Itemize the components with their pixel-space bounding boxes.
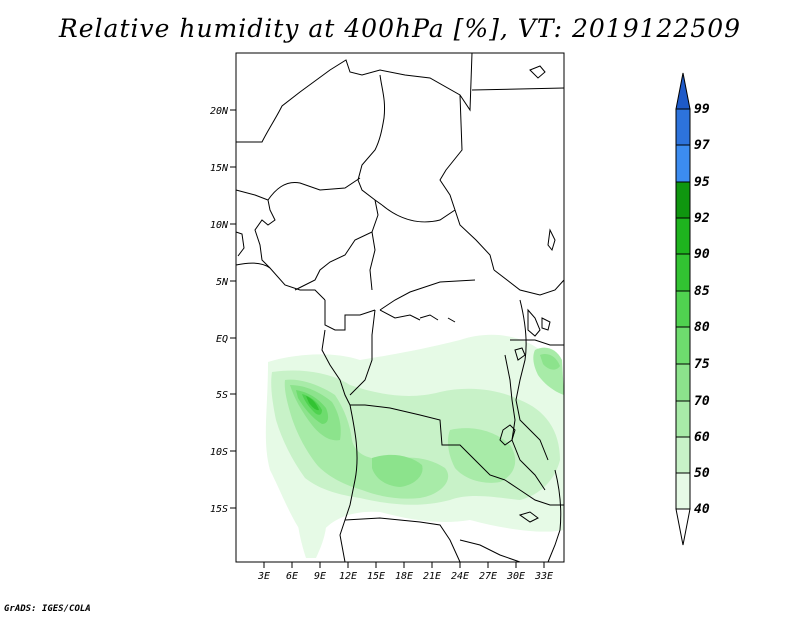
- colorbar-swatch-40: [675, 472, 691, 510]
- lon-label-9e: 9E: [314, 571, 326, 582]
- colorbar-swatch-97: [675, 108, 691, 146]
- colorbar-label-80: 80: [694, 320, 710, 335]
- colorbar-label-99: 99: [694, 102, 710, 117]
- lon-label-18e: 18E: [395, 571, 413, 582]
- humidity-shading: [265, 334, 564, 558]
- longitude-axis: 3E 6E 9E 12E 15E 18E 21E 24E 27E 30E 33E: [257, 562, 553, 582]
- lat-label-eq: EQ: [216, 334, 228, 345]
- lat-label-10n: 10N: [210, 220, 229, 231]
- colorbar-upper-triangle: [675, 72, 691, 110]
- colorbar-swatch-95: [675, 144, 691, 183]
- colorbar-swatch-92: [675, 181, 691, 219]
- lat-label-10s: 10S: [210, 447, 228, 458]
- colorbar-swatch-90: [675, 217, 691, 255]
- colorbar-label-85: 85: [694, 284, 710, 299]
- colorbar-label-92: 92: [694, 211, 710, 226]
- lon-label-21e: 21E: [423, 571, 441, 582]
- lat-label-20n: 20N: [210, 106, 229, 117]
- colorbar-swatch-50: [675, 436, 691, 474]
- colorbar-label-75: 75: [694, 357, 710, 372]
- colorbar-label-40: 40: [694, 502, 710, 517]
- lon-label-27e: 27E: [479, 571, 497, 582]
- colorbar-label-50: 50: [694, 466, 710, 481]
- lon-label-15e: 15E: [367, 571, 385, 582]
- colorbar-swatch-75: [675, 326, 691, 365]
- lat-label-5s: 5S: [216, 390, 228, 401]
- colorbar-label-60: 60: [694, 430, 710, 445]
- lon-label-24e: 24E: [451, 571, 469, 582]
- colorbar-label-95: 95: [694, 175, 710, 190]
- latitude-axis: 20N 15N 10N 5N EQ 5S 10S 15S: [210, 106, 236, 515]
- lon-label-3e: 3E: [257, 571, 270, 582]
- lon-label-30e: 30E: [506, 571, 525, 582]
- colorbar-swatch-70: [675, 363, 691, 402]
- colorbar-label-90: 90: [694, 247, 710, 262]
- colorbar: 40 50 60 70 75 80 85 90 92 95 97 99: [675, 72, 710, 546]
- lon-label-33e: 33E: [534, 571, 553, 582]
- map-frame: [235, 52, 565, 563]
- grads-credit: GrADS: IGES/COLA: [4, 604, 91, 614]
- lon-label-12e: 12E: [339, 571, 357, 582]
- lat-label-15s: 15S: [210, 504, 228, 515]
- colorbar-label-97: 97: [694, 138, 710, 153]
- colorbar-swatch-85: [675, 253, 691, 292]
- country-boundaries: [235, 52, 565, 563]
- lon-label-6e: 6E: [286, 571, 298, 582]
- colorbar-swatch-60: [675, 400, 691, 438]
- map-title: Relative humidity at 400hPa [%], VT: 201…: [58, 14, 742, 43]
- colorbar-swatch-80: [675, 290, 691, 328]
- colorbar-label-70: 70: [694, 394, 710, 409]
- lat-label-5n: 5N: [216, 277, 229, 288]
- lat-label-15n: 15N: [210, 163, 229, 174]
- colorbar-lower-triangle: [675, 508, 691, 546]
